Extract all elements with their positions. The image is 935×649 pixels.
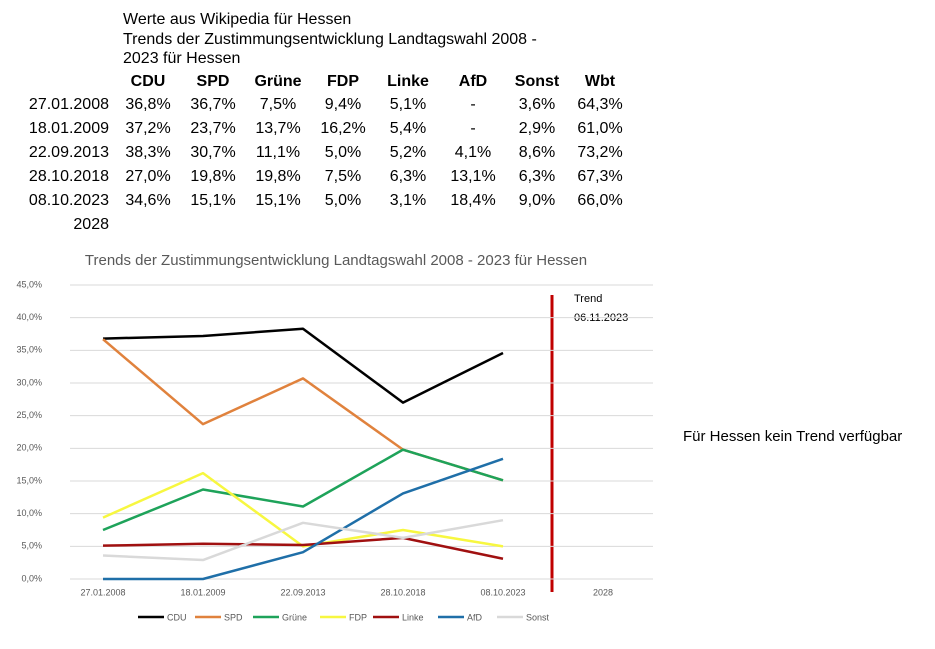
cell: 13,7% [255, 120, 300, 137]
cell: 34,6% [125, 192, 170, 209]
cell: 36,7% [190, 96, 235, 113]
series-line [102, 338, 504, 482]
cell: 37,2% [125, 120, 170, 137]
series-line [103, 457, 504, 581]
cell: 3,6% [519, 96, 555, 113]
row-date: 2028 [73, 216, 109, 233]
cell: 9,4% [325, 96, 361, 113]
cell: - [470, 96, 475, 113]
cell: 9,0% [519, 192, 555, 209]
x-tick-label: 28.10.2018 [380, 587, 425, 597]
chart-title: Trends der Zustimmungsentwicklung Landta… [85, 252, 587, 269]
cell: 38,3% [125, 144, 170, 161]
cell: 23,7% [190, 120, 235, 137]
header-line: Trends der Zustimmungsentwicklung Landta… [123, 31, 537, 48]
row-date: 27.01.2008 [29, 96, 109, 113]
cell: 19,8% [190, 168, 235, 185]
legend-label: CDU [167, 612, 187, 622]
cell: 6,3% [390, 168, 426, 185]
series-line [102, 471, 504, 548]
cell: 16,2% [320, 120, 365, 137]
x-tick-label: 27.01.2008 [80, 587, 125, 597]
legend-label: FDP [349, 612, 367, 622]
y-tick-label: 45,0% [16, 279, 42, 289]
cell: 4,1% [455, 144, 491, 161]
row-date: 08.10.2023 [29, 192, 109, 209]
cell: 7,5% [260, 96, 296, 113]
row-date: 22.09.2013 [29, 144, 109, 161]
y-tick-label: 35,0% [16, 345, 42, 355]
cell: 67,3% [577, 168, 622, 185]
series-line [102, 327, 504, 404]
cell: 5,1% [390, 96, 426, 113]
cell: 36,8% [125, 96, 170, 113]
side-note: Für Hessen kein Trend verfügbar [683, 428, 902, 445]
column-header: Linke [387, 73, 429, 90]
x-tick-label: 18.01.2009 [180, 587, 225, 597]
cell: 3,1% [390, 192, 426, 209]
cell: 11,1% [256, 144, 300, 161]
cell: 15,1% [190, 192, 235, 209]
series-line [102, 536, 504, 560]
cell: 5,4% [390, 120, 426, 137]
x-tick-label: 08.10.2023 [480, 587, 525, 597]
x-tick-label: 2028 [593, 587, 613, 597]
cell: 66,0% [577, 192, 622, 209]
cell: 6,3% [519, 168, 555, 185]
cell: 13,1% [450, 168, 495, 185]
y-tick-label: 0,0% [21, 573, 42, 583]
y-tick-label: 40,0% [16, 312, 42, 322]
series-line [102, 448, 504, 532]
legend-label: Sonst [526, 612, 550, 622]
y-tick-label: 15,0% [16, 475, 42, 485]
annotation: Trend [574, 293, 602, 305]
cell: 18,4% [450, 192, 495, 209]
cell: 30,7% [190, 144, 235, 161]
cell: 64,3% [577, 96, 622, 113]
cell: 19,8% [255, 168, 300, 185]
cell: 7,5% [325, 168, 361, 185]
cell: 15,1% [255, 192, 300, 209]
cell: 5,2% [390, 144, 426, 161]
column-header: Grüne [254, 73, 301, 90]
y-tick-label: 20,0% [16, 443, 42, 453]
cell: 61,0% [577, 120, 622, 137]
series-line [102, 518, 504, 562]
column-header: SPD [197, 73, 230, 90]
column-header: AfD [459, 73, 487, 90]
legend-label: SPD [224, 612, 243, 622]
header-line: Werte aus Wikipedia für Hessen [123, 11, 351, 28]
column-header: Sonst [515, 73, 560, 90]
cell: 27,0% [125, 168, 170, 185]
column-header: Wbt [585, 73, 616, 90]
column-header: FDP [327, 73, 359, 90]
cell: 5,0% [325, 192, 361, 209]
cell: 5,0% [325, 144, 361, 161]
cell: 8,6% [519, 144, 555, 161]
y-tick-label: 25,0% [16, 410, 42, 420]
legend-label: Linke [402, 612, 424, 622]
y-tick-label: 10,0% [16, 508, 42, 518]
legend-label: Grüne [282, 612, 307, 622]
column-header: CDU [131, 73, 166, 90]
cell: 73,2% [577, 144, 622, 161]
row-date: 28.10.2018 [29, 168, 109, 185]
header-line: 2023 für Hessen [123, 50, 240, 67]
y-tick-label: 30,0% [16, 377, 42, 387]
cell: - [470, 120, 475, 137]
row-date: 18.01.2009 [29, 120, 109, 137]
y-tick-label: 5,0% [21, 541, 42, 551]
x-tick-label: 22.09.2013 [280, 587, 325, 597]
legend-label: AfD [467, 612, 483, 622]
cell: 2,9% [519, 120, 555, 137]
